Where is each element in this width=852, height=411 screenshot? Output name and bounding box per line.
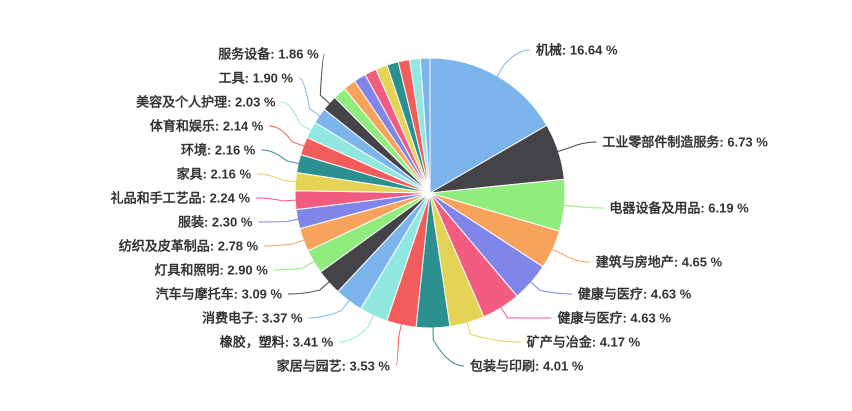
- label-connector-16: [257, 173, 297, 183]
- slice-label-15: 礼品和手工艺品: 2.24 %: [111, 191, 251, 206]
- label-connector-4: [530, 281, 572, 295]
- label-connector-0: [496, 49, 530, 78]
- slice-label-13: 纺织及皮革制品: 2.78 %: [119, 239, 259, 254]
- label-connector-12: [273, 260, 315, 271]
- slice-label-19: 美容及个人护理: 2.03 %: [136, 95, 276, 110]
- label-connector-13: [264, 239, 305, 247]
- slice-label-16: 家具: 2.16 %: [177, 167, 252, 182]
- label-connector-19: [281, 101, 312, 131]
- label-connector-3: [551, 248, 590, 263]
- slice-label-12: 灯具和照明: 2.90 %: [154, 263, 268, 278]
- label-connector-15: [256, 197, 297, 202]
- label-connector-17: [261, 149, 300, 165]
- slice-label-0: 机械: 16.64 %: [536, 43, 618, 58]
- label-connector-6: [466, 321, 521, 343]
- label-connector-21: [319, 53, 331, 105]
- label-connector-2: [563, 204, 604, 209]
- slice-label-5: 健康与医疗: 4.63 %: [557, 311, 671, 326]
- slice-label-3: 建筑与房地产: 4.65 %: [596, 255, 723, 270]
- slice-label-1: 工业零部件制造服务: 6.73 %: [602, 135, 768, 150]
- slice-label-7: 包装与印刷: 4.01 %: [470, 359, 584, 374]
- label-connector-10: [308, 299, 350, 319]
- slice-label-20: 工具: 1.90 %: [219, 71, 294, 86]
- label-connector-11: [288, 281, 330, 295]
- slice-label-14: 服装: 2.30 %: [178, 215, 253, 230]
- label-connector-8: [395, 323, 402, 367]
- slice-label-17: 环境: 2.16 %: [181, 143, 256, 158]
- slice-label-18: 体育和娱乐: 2.14 %: [150, 119, 264, 134]
- label-connector-5: [500, 306, 552, 319]
- slice-label-6: 矿产与冶金: 4.17 %: [527, 335, 641, 350]
- label-connector-20: [298, 77, 321, 117]
- label-connector-14: [258, 218, 299, 223]
- slice-label-2: 电器设备及用品: 6.19 %: [609, 201, 749, 216]
- slice-label-9: 橡胶，塑料: 3.41 %: [220, 335, 334, 350]
- slice-label-8: 家居与园艺: 3.53 %: [277, 359, 391, 374]
- label-connector-1: [557, 141, 597, 153]
- pie-slice-30[interactable]: [419, 57, 431, 194]
- label-connector-18: [269, 125, 305, 147]
- slice-label-21: 服务设备: 1.86 %: [218, 47, 319, 62]
- label-connector-9: [339, 314, 375, 343]
- slice-label-10: 消费电子: 3.37 %: [202, 311, 303, 326]
- label-connector-7: [432, 326, 465, 367]
- slice-label-11: 汽车与摩托车: 3.09 %: [156, 287, 283, 302]
- slice-label-4: 健康与医疗: 4.63 %: [578, 287, 692, 302]
